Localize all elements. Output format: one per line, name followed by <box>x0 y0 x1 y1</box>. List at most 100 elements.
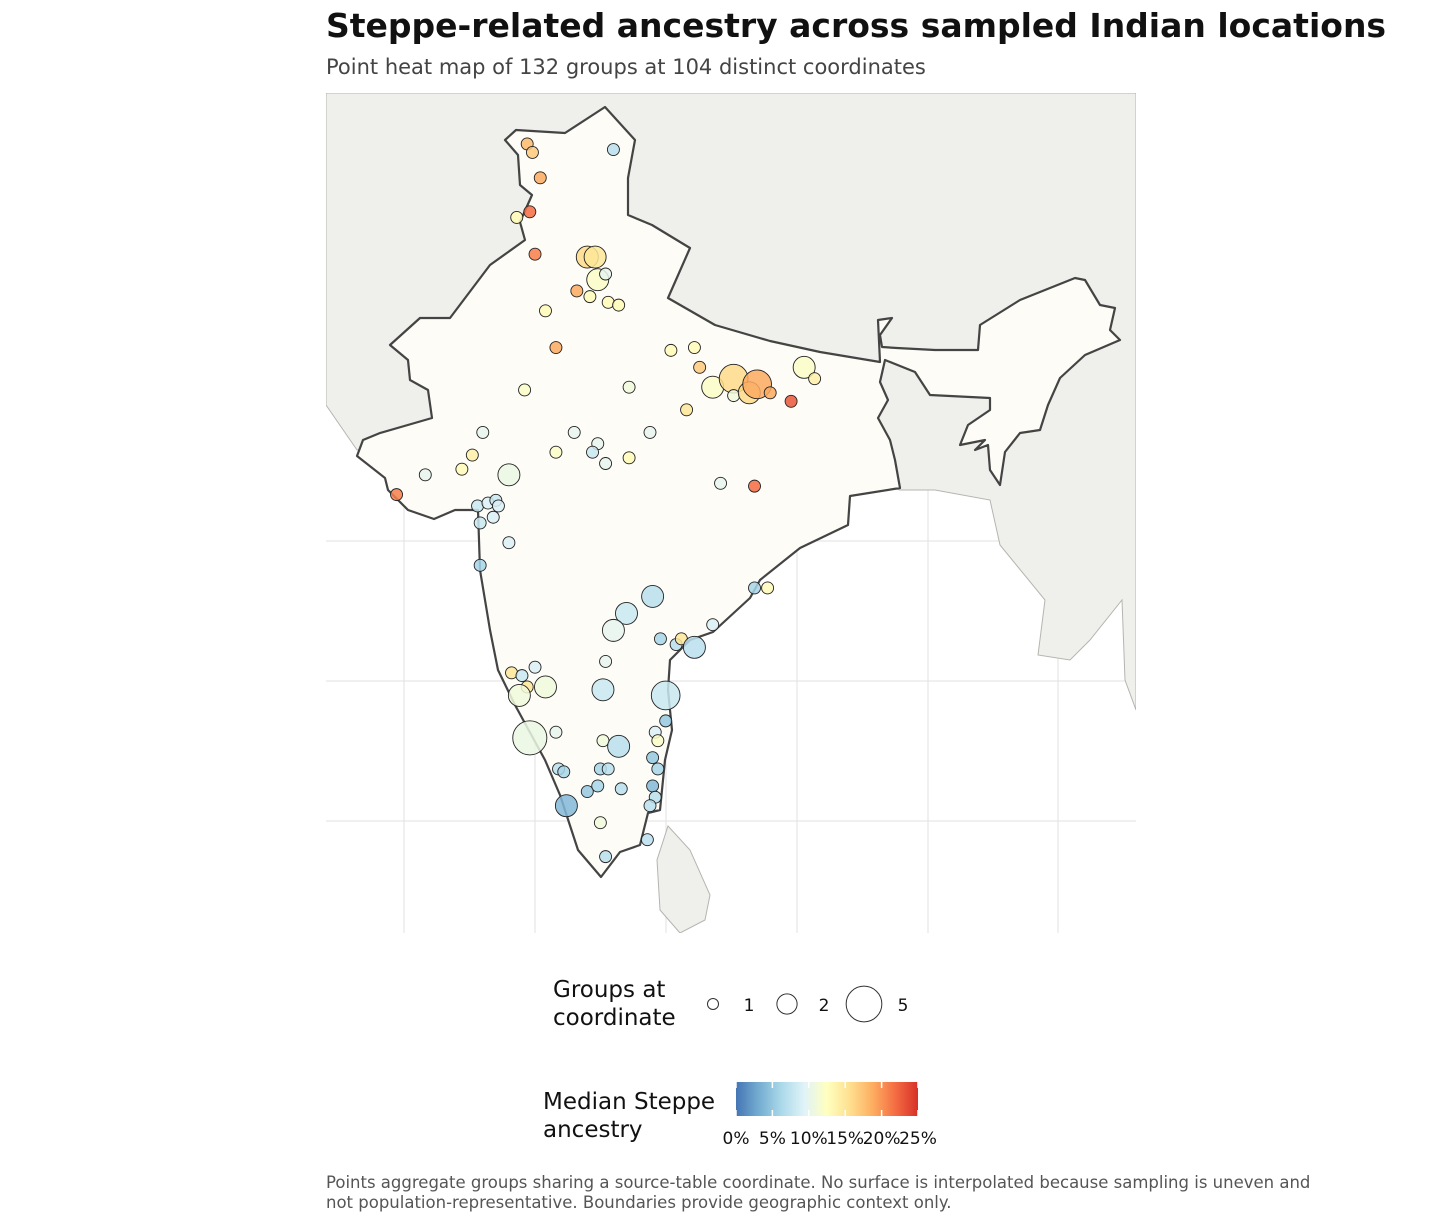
size-key-label: 5 <box>898 996 909 1016</box>
point <box>606 143 620 157</box>
point <box>601 618 625 642</box>
point <box>599 267 613 281</box>
point <box>640 833 654 847</box>
point <box>748 581 761 595</box>
point <box>492 499 505 513</box>
color-legend-title: Median Steppe ancestry <box>543 1089 716 1143</box>
point <box>641 584 665 608</box>
point <box>473 516 487 530</box>
point <box>510 210 524 224</box>
point <box>567 425 581 439</box>
sri-lanka <box>656 825 711 933</box>
point <box>593 816 607 830</box>
point <box>583 290 597 304</box>
point <box>502 536 516 550</box>
point <box>650 680 681 711</box>
point <box>549 725 563 739</box>
point <box>599 655 613 668</box>
point <box>465 448 479 462</box>
point <box>534 675 557 699</box>
point <box>727 389 741 403</box>
size-key-label: 1 <box>744 996 755 1016</box>
point <box>643 425 657 439</box>
colorbar-tick-label: 15% <box>826 1129 864 1149</box>
size-legend-title: Groups at coordinate <box>553 977 676 1031</box>
point <box>706 618 720 632</box>
point <box>607 734 631 758</box>
point <box>615 601 638 625</box>
point <box>591 779 605 793</box>
point <box>523 205 537 219</box>
colorbar <box>736 1082 918 1116</box>
point <box>651 734 665 748</box>
point <box>599 457 613 470</box>
point <box>614 782 628 796</box>
point <box>664 343 678 357</box>
point <box>390 488 403 502</box>
point <box>792 355 816 379</box>
point <box>486 510 500 524</box>
point <box>643 799 657 813</box>
point <box>714 476 727 490</box>
map <box>326 93 1136 933</box>
point <box>596 734 610 748</box>
colorbar-tick-label: 0% <box>723 1129 750 1149</box>
point <box>528 660 542 674</box>
point <box>518 383 532 397</box>
point <box>512 720 548 756</box>
point <box>612 298 626 312</box>
point <box>515 669 529 683</box>
point <box>682 635 706 659</box>
point <box>646 779 660 793</box>
point <box>549 445 563 459</box>
point <box>583 245 607 269</box>
point <box>586 445 599 459</box>
point <box>784 394 798 408</box>
point <box>549 341 563 354</box>
point <box>622 380 636 394</box>
point <box>646 751 660 765</box>
point <box>808 372 822 386</box>
caption: Points aggregate groups sharing a source… <box>326 1173 1311 1212</box>
point <box>476 425 490 439</box>
point <box>507 683 531 707</box>
point <box>525 145 539 159</box>
colorbar-tick-label: 25% <box>899 1129 937 1149</box>
size-legend: 1 2 5 <box>706 985 909 1023</box>
point <box>557 765 571 779</box>
point <box>580 785 594 799</box>
point <box>539 304 552 318</box>
point <box>473 558 487 572</box>
size-key <box>845 985 883 1023</box>
point <box>455 462 469 476</box>
point <box>601 762 615 776</box>
point <box>533 171 547 185</box>
point <box>687 341 701 354</box>
chart-subtitle: Point heat map of 132 groups at 104 dist… <box>326 55 926 79</box>
point <box>622 451 636 465</box>
colorbar-tick-label: 20% <box>863 1129 901 1149</box>
point <box>528 247 542 261</box>
point <box>651 762 665 776</box>
size-key <box>706 997 720 1011</box>
point <box>570 284 584 298</box>
point <box>654 632 667 646</box>
point <box>659 714 673 728</box>
point <box>761 581 775 595</box>
colorbar-tick-label: 5% <box>759 1129 786 1149</box>
size-key-label: 2 <box>819 996 830 1016</box>
point <box>599 850 613 864</box>
point <box>693 360 707 374</box>
chart-title: Steppe-related ancestry across sampled I… <box>326 6 1386 45</box>
point <box>680 403 694 417</box>
colorbar-tick-label: 10% <box>790 1129 828 1149</box>
point <box>497 463 521 487</box>
points <box>390 137 822 864</box>
color-legend: 0% 5% 10%15%20%25% <box>723 1082 937 1149</box>
point <box>591 678 615 702</box>
point <box>554 794 578 818</box>
size-key <box>776 993 798 1015</box>
point <box>763 386 777 400</box>
